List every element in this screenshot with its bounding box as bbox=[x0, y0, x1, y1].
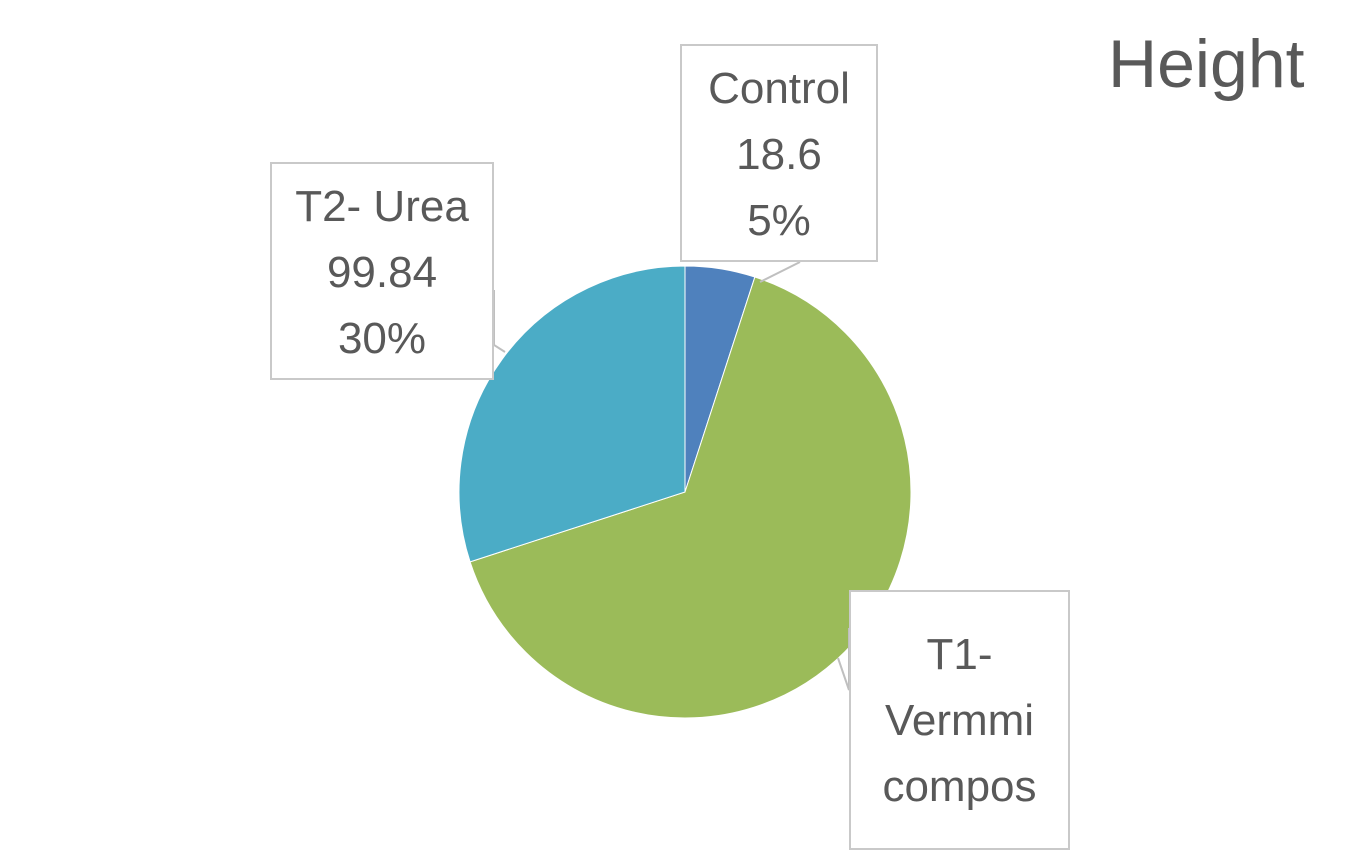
data-label-urea-percent: 30% bbox=[337, 314, 427, 363]
data-label-control: Control 18.6 5% bbox=[680, 44, 878, 262]
data-label-control-percent: 5% bbox=[747, 196, 811, 245]
data-label-urea: T2- Urea 99.84 30% bbox=[270, 162, 494, 380]
leader-line-control bbox=[759, 261, 801, 283]
pie-slices bbox=[458, 265, 912, 719]
chart-title: Height bbox=[1108, 26, 1305, 102]
data-label-t1-line2: Vermmi bbox=[884, 696, 1035, 745]
data-label-urea-value: 99.84 bbox=[326, 248, 438, 297]
pie-slice-t1-vermmi-compos bbox=[469, 276, 912, 719]
pie-slice-t2-urea bbox=[458, 265, 686, 563]
data-label-t1-line3: compos bbox=[882, 762, 1037, 811]
data-label-control-name: Control bbox=[708, 64, 850, 113]
data-label-t1: T1- Vermmi compos bbox=[849, 590, 1070, 850]
data-label-t1-line1: T1- bbox=[926, 630, 993, 679]
leader-line-urea bbox=[493, 290, 506, 353]
data-label-urea-name: T2- Urea bbox=[295, 182, 469, 231]
data-label-control-value: 18.6 bbox=[736, 130, 822, 179]
